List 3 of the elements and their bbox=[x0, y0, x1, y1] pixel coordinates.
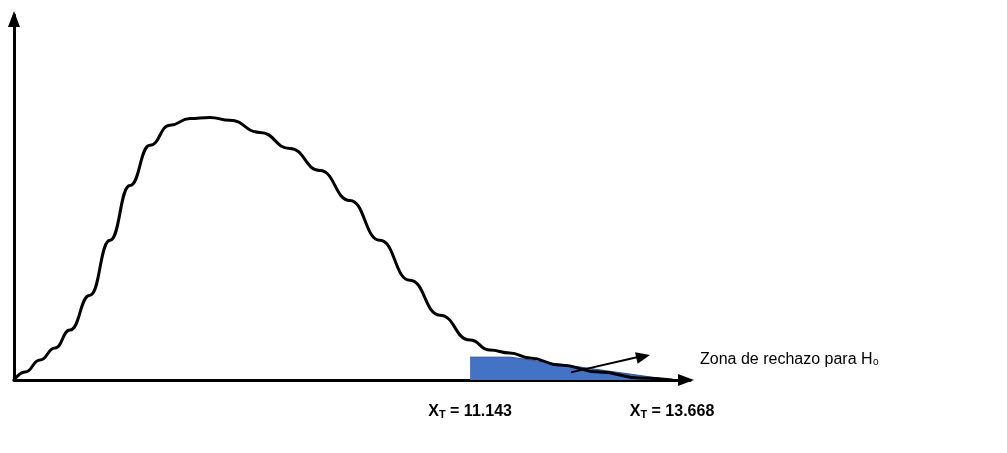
text: Zona de rechazo para H₀ bbox=[700, 350, 880, 367]
x-tick-label: XT = 13.668 bbox=[629, 402, 715, 420]
x-tick-label: XT = 11.143 bbox=[428, 402, 513, 420]
